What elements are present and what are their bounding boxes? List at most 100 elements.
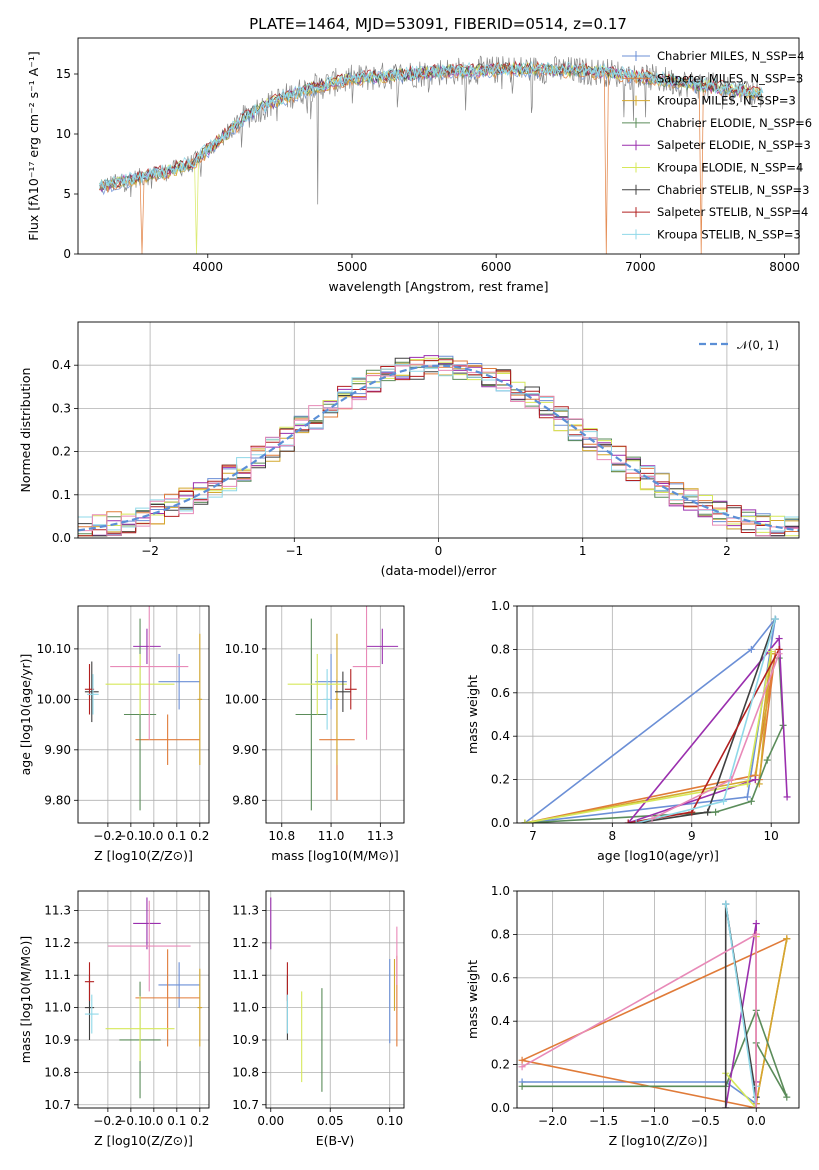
y-tick-label: 0.2 (491, 773, 510, 787)
y-tick-label: 9.80 (44, 793, 71, 807)
y-tick-label: 0.8 (491, 642, 510, 656)
y-axis-label: age [log10(age/yr)] (18, 654, 33, 776)
y-tick-label: 10.00 (37, 692, 71, 706)
y-tick-label: 10.10 (225, 642, 259, 656)
y-tick-label: 9.80 (232, 793, 259, 807)
y-tick-label: 0.6 (491, 971, 510, 985)
y-tick-label: 10.8 (44, 1065, 71, 1079)
x-tick-label: 11.3 (367, 829, 394, 843)
legend-entry: Salpeter MILES, N_SSP=3 (657, 71, 803, 85)
plot-area (287, 606, 399, 811)
x-tick-label: 4000 (193, 260, 224, 274)
x-tick-label: 0.0 (144, 829, 163, 843)
x-tick-label: 1 (579, 544, 587, 558)
x-tick-label: −2 (141, 544, 159, 558)
axes-mass_vs_ebv: 0.00 0.05 0.10 10.7 10.8 10.9 11.0 11.1 11.2 11.3… (232, 890, 405, 1148)
x-axis-label: mass [log10(M/M⊙)] (271, 848, 399, 863)
y-tick-label: 0.4 (491, 729, 510, 743)
y-tick-label: 0.0 (491, 1101, 510, 1115)
axes-spectrum: 4000 5000 6000 7000 8000 0 5 10 15 wavelength [An… (26, 37, 812, 294)
figure-title: PLATE=1464, MJD=53091, FIBERID=0514, z=0… (249, 15, 627, 33)
y-tick-label: 11.3 (44, 903, 71, 917)
y-tick-label: 10 (56, 127, 71, 141)
x-tick-label: 6000 (481, 260, 512, 274)
x-tick-label: −1.0 (640, 1114, 669, 1128)
y-tick-label: 1.0 (491, 884, 510, 898)
series-line-kroupa_miles (755, 938, 788, 1104)
histogram-pink (78, 363, 799, 537)
x-axis-label: Z [log10(Z/Z⊙)] (609, 1133, 708, 1148)
x-tick-label: 0.2 (190, 829, 209, 843)
x-tick-label: 5000 (337, 260, 368, 274)
x-tick-label: 0.10 (376, 1114, 403, 1128)
axes-age_vs_mass: 10.8 11.0 11.3 9.80 9.90 10.00 10.10 mass [log1… (225, 605, 405, 863)
axes-residuals: −2 −1 0 1 2 0.0 0.1 0.2 0.3 0.4 (data-model)/error… (18, 321, 800, 578)
y-tick-label: 1.0 (491, 599, 510, 613)
plot-area (270, 897, 398, 1092)
x-tick-label: −0.5 (691, 1114, 720, 1128)
y-tick-label: 10.7 (232, 1098, 259, 1112)
x-tick-label: 0.2 (190, 1114, 209, 1128)
y-tick-label: 15 (56, 67, 71, 81)
plot-area (84, 897, 203, 1099)
axes-frame (77, 37, 800, 255)
x-tick-label: −1.5 (589, 1114, 618, 1128)
y-tick-label: 0.2 (491, 1058, 510, 1072)
model-spectrum-kroupa_stelib (99, 60, 763, 189)
x-axis-label: E(B-V) (316, 1133, 355, 1148)
y-tick-label: 10.7 (44, 1098, 71, 1112)
legend-entry: Salpeter ELODIE, N_SSP=3 (657, 138, 811, 152)
x-tick-label: −2.0 (538, 1114, 567, 1128)
plot-area (521, 615, 791, 823)
x-tick-label: 7000 (625, 260, 656, 274)
x-tick-label: −0.1 (116, 829, 145, 843)
y-tick-label: 10.10 (37, 642, 71, 656)
y-tick-label: 11.2 (232, 936, 259, 950)
x-tick-label: 0.0 (144, 1114, 163, 1128)
legend-entry: Kroupa MILES, N_SSP=3 (657, 94, 796, 108)
model-spectrum-overlay (99, 63, 764, 189)
y-axis-label: mass [log10(M/M⊙)] (18, 936, 33, 1064)
y-axis-label: mass weight (465, 960, 480, 1039)
plot-area (99, 55, 764, 254)
y-tick-label: 11.1 (232, 968, 259, 982)
axes-frame (516, 890, 800, 1109)
x-tick-label: 0.05 (317, 1114, 344, 1128)
x-axis-label: Z [log10(Z/Z⊙)] (94, 1133, 193, 1148)
y-tick-label: 0.8 (491, 927, 510, 941)
axes-mass_vs_Z: −0.2−0.10.0 0.1 0.2 10.7 10.8 10.9 11.0 11.1 11.… (18, 890, 210, 1148)
y-tick-label: 11.2 (44, 936, 71, 950)
y-tick-label: 0.4 (491, 1014, 510, 1028)
x-tick-label: 10 (764, 829, 779, 843)
x-tick-label: 11.0 (318, 829, 345, 843)
x-tick-label: −1 (285, 544, 303, 558)
legend-entry: Kroupa STELIB, N_SSP=3 (657, 227, 801, 241)
axes-frame (77, 321, 800, 539)
y-axis-label: Flux [fλ10⁻¹⁷ erg cm⁻² s⁻¹ A⁻¹] (26, 51, 41, 240)
x-tick-label: 0.1 (167, 829, 186, 843)
series-line-salpeter_elodie (627, 636, 788, 823)
y-tick-label: 0.2 (52, 445, 71, 459)
y-tick-label: 11.1 (44, 968, 71, 982)
x-tick-label: 0.00 (257, 1114, 284, 1128)
x-tick-label: 0.0 (747, 1114, 766, 1128)
histogram-kroupa_stelib (78, 363, 799, 532)
legend-entry: Chabrier MILES, N_SSP=4 (657, 49, 804, 63)
series-line-kroupa_miles (524, 653, 772, 823)
plot-area (78, 355, 799, 537)
y-tick-label: 0 (63, 247, 71, 261)
x-axis-label: Z [log10(Z/Z⊙)] (94, 848, 193, 863)
x-tick-label: −0.1 (116, 1114, 145, 1128)
y-tick-label: 0.0 (491, 816, 510, 830)
x-tick-label: 7 (529, 829, 537, 843)
axes-frame (516, 605, 800, 824)
y-tick-label: 9.90 (44, 743, 71, 757)
x-tick-label: 0.1 (167, 1114, 186, 1128)
x-tick-label: 10.8 (268, 829, 295, 843)
axes-frame (77, 890, 210, 1109)
x-tick-label: 9 (688, 829, 696, 843)
y-tick-label: 10.9 (44, 1033, 71, 1047)
x-tick-label: 2 (723, 544, 731, 558)
